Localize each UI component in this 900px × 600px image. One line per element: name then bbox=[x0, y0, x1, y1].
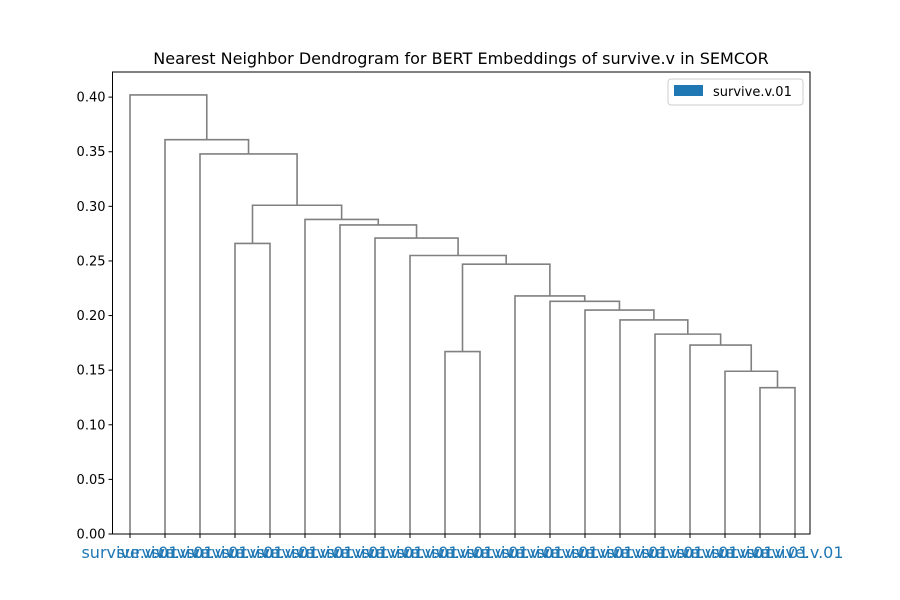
leaf-label: survive.v.01 bbox=[466, 543, 563, 562]
dendrogram-link bbox=[461, 263, 551, 352]
dendrogram-link bbox=[304, 218, 380, 534]
y-tick-label: 0.00 bbox=[77, 528, 106, 543]
y-tick-label: 0.10 bbox=[77, 418, 106, 433]
dendrogram-link bbox=[339, 224, 418, 534]
y-tick-label: 0.30 bbox=[77, 200, 106, 215]
leaf-label: survive.v.01 bbox=[396, 543, 493, 562]
y-tick-label: 0.20 bbox=[77, 309, 106, 324]
leaf-label: survive.v.01 bbox=[221, 543, 318, 562]
leaf-label: survive.v.01 bbox=[571, 543, 668, 562]
legend: survive.v.01 bbox=[667, 78, 804, 106]
dendrogram-link bbox=[129, 94, 208, 534]
y-axis: 0.00 0.05 0.10 0.15 0.20 0.25 0.30 0.35 0.40 bbox=[77, 91, 113, 543]
y-tick-label: 0.05 bbox=[77, 473, 106, 488]
legend-label: survive.v.01 bbox=[713, 85, 792, 100]
plot-frame bbox=[112, 71, 811, 535]
chart-title: Nearest Neighbor Dendrogram for BERT Emb… bbox=[153, 49, 768, 68]
y-tick-label: 0.25 bbox=[77, 254, 106, 269]
x-axis: survive.v.01survive.v.01survive.v.01surv… bbox=[81, 534, 844, 562]
leaf-label: survive.v.01 bbox=[361, 543, 458, 562]
dendrogram-links bbox=[129, 94, 796, 534]
leaf-label: survive.v.01 bbox=[326, 543, 423, 562]
dendrogram-link bbox=[199, 153, 298, 534]
leaf-label: survive.v.01 bbox=[291, 543, 388, 562]
leaf-label: survive.v.01 bbox=[256, 543, 353, 562]
leaf-label: survive.v.01 bbox=[676, 543, 773, 562]
leaf-label: survive.v.01 bbox=[711, 543, 808, 562]
leaf-label: survive.v.01 bbox=[536, 543, 633, 562]
dendrogram-link bbox=[514, 295, 586, 534]
leaf-label: survive.v.01 bbox=[431, 543, 528, 562]
leaf-label: survive.v.01 bbox=[641, 543, 738, 562]
leaf-label: survive.v.01 bbox=[746, 543, 843, 562]
dendrogram-link bbox=[654, 333, 722, 534]
leaf-label: survive.v.01 bbox=[81, 543, 178, 562]
leaf-label: survive.v.01 bbox=[606, 543, 703, 562]
dendrogram-link bbox=[444, 350, 481, 534]
y-tick-label: 0.35 bbox=[77, 145, 106, 160]
leaf-label: survive.v.01 bbox=[501, 543, 598, 562]
dendrogram-link bbox=[549, 300, 621, 534]
leaf-label: survive.v.01 bbox=[186, 543, 283, 562]
y-tick-label: 0.15 bbox=[77, 364, 106, 379]
leaf-label: survive.v.01 bbox=[116, 543, 213, 562]
dendrogram-link bbox=[689, 344, 753, 534]
y-tick-label: 0.40 bbox=[77, 91, 106, 106]
leaf-label: survive.v.01 bbox=[151, 543, 248, 562]
legend-swatch bbox=[674, 85, 703, 96]
